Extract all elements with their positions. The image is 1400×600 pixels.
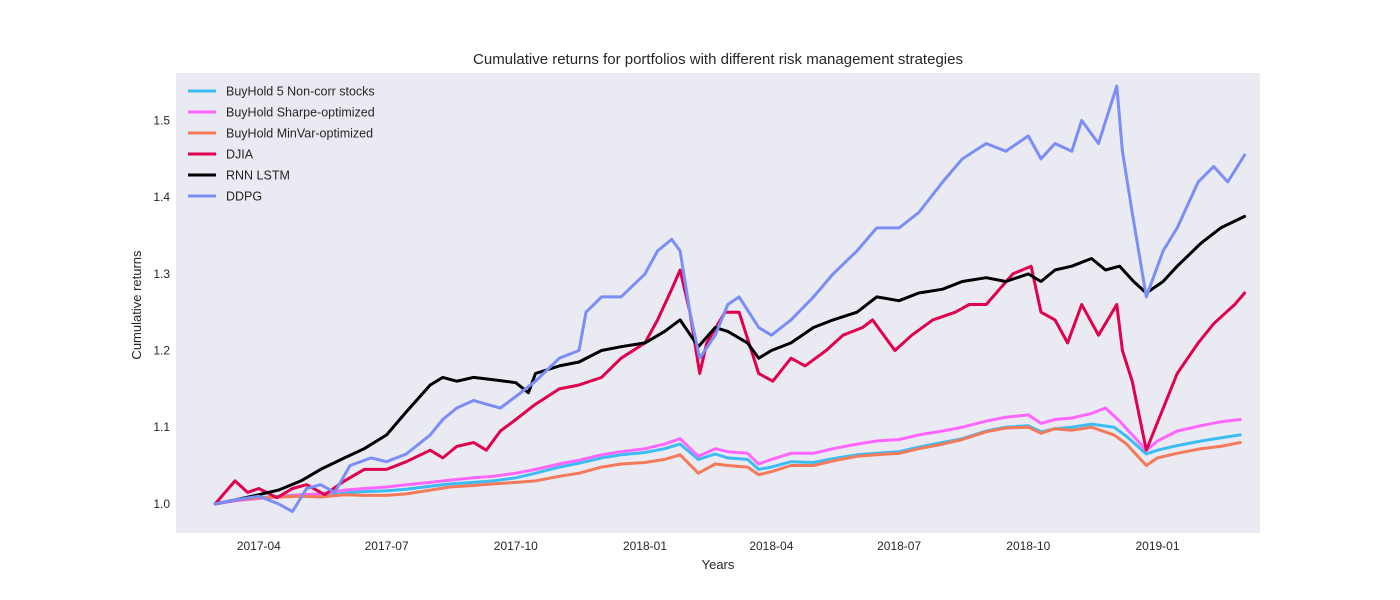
series-line: [213, 422, 1242, 506]
y-tick-label: 1.3: [153, 267, 170, 281]
series-lines: [213, 84, 1247, 513]
y-tick-label: 1.4: [153, 190, 170, 204]
series-line: [213, 406, 1242, 506]
x-tick-label: 2019-01: [1135, 539, 1179, 553]
x-tick-label: 2018-10: [1006, 539, 1050, 553]
y-tick-label: 1.2: [153, 344, 170, 358]
x-tick-label: 2017-04: [237, 539, 281, 553]
y-axis: 1.0 1.1 1.2 1.3 1.4 1.5: [153, 114, 170, 511]
legend-label: BuyHold Sharpe-optimized: [226, 106, 375, 120]
y-axis-label: Cumulative returns: [129, 250, 144, 360]
y-tick-label: 1.5: [153, 114, 170, 128]
x-tick-label: 2018-07: [877, 539, 921, 553]
x-axis-label: Years: [702, 557, 735, 572]
legend-label: RNN LSTM: [226, 169, 290, 183]
x-tick-label: 2017-07: [365, 539, 409, 553]
x-tick-label: 2018-01: [623, 539, 667, 553]
x-axis: 2017-04 2017-07 2017-10 2018-01 2018-04 2018-…: [237, 539, 1180, 553]
x-tick-label: 2018-04: [749, 539, 793, 553]
legend-label: DDPG: [226, 190, 262, 204]
legend-label: BuyHold MinVar-optimized: [226, 127, 373, 141]
y-tick-label: 1.1: [153, 420, 170, 434]
legend: BuyHold 5 Non-corr stocks BuyHold Sharpe-…: [188, 85, 375, 204]
legend-label: DJIA: [226, 148, 254, 162]
series-line: [213, 425, 1242, 506]
series-line: [213, 214, 1247, 506]
legend-label: BuyHold 5 Non-corr stocks: [226, 85, 375, 99]
y-tick-label: 1.0: [153, 497, 170, 511]
chart-title: Cumulative returns for portfolios with d…: [473, 51, 963, 68]
series-line: [213, 84, 1247, 513]
x-tick-label: 2017-10: [494, 539, 538, 553]
